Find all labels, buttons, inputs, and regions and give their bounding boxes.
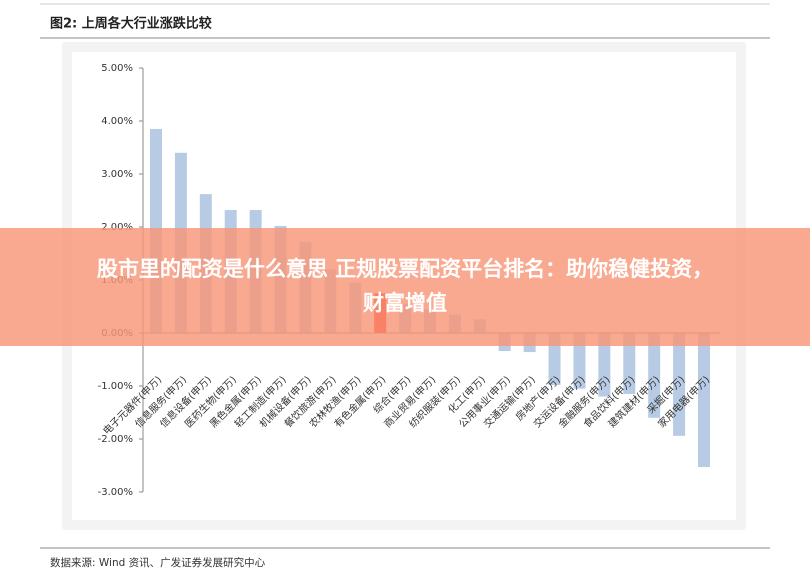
bar (673, 333, 686, 436)
y-tick-label: 4.00% (101, 116, 133, 127)
source-note: 数据来源: Wind 资讯、广发证券发展研究中心 (50, 556, 266, 569)
bar (573, 333, 586, 389)
figure-title: 图2: 上周各大行业涨跌比较 (50, 16, 212, 32)
y-tick-label: 2.00% (101, 222, 133, 233)
bar (698, 333, 710, 468)
y-tick-label: 3.00% (101, 169, 133, 180)
y-tick-label: -3.00% (98, 487, 133, 498)
bar (623, 333, 636, 394)
y-tick-label: 5.00% (101, 63, 133, 74)
bar (648, 333, 661, 418)
banner-text: 股市里的配资是什么意思 正规股票配资平台排名：助你稳健投资， (97, 257, 713, 281)
banner (0, 228, 810, 346)
banner-text: 财富增值 (363, 291, 447, 315)
y-tick-label: -2.00% (98, 434, 133, 445)
bar (598, 333, 611, 397)
y-tick-label: -1.00% (98, 381, 133, 392)
